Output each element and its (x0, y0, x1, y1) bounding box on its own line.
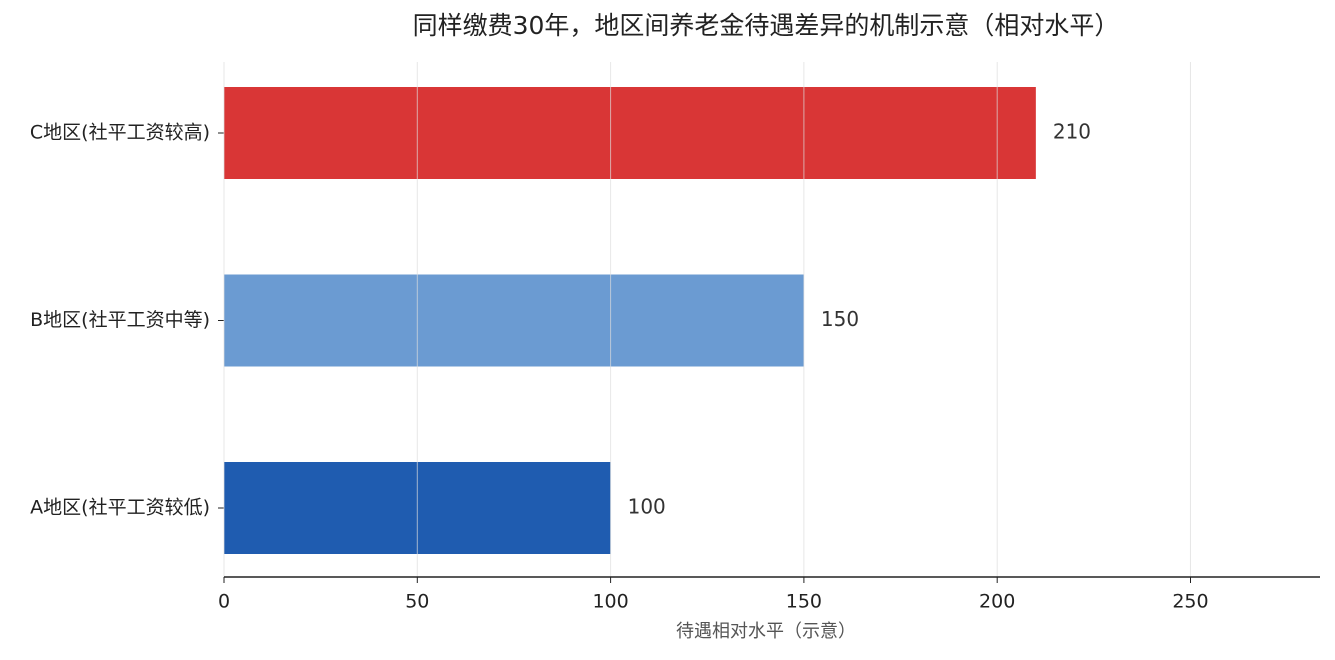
chart-title: 同样缴费30年，地区间养老金待遇差异的机制示意（相对水平） (413, 11, 1120, 40)
y-tick-label: C地区(社平工资较高) (30, 122, 210, 144)
x-axis-label: 待遇相对水平（示意） (676, 621, 856, 642)
value-label: 150 (821, 307, 859, 331)
y-tick-label: B地区(社平工资中等) (30, 309, 210, 331)
bar (224, 274, 804, 367)
x-tick-label: 50 (405, 591, 429, 613)
x-tick-label: 250 (1172, 591, 1208, 613)
x-tick-label: 150 (786, 591, 822, 613)
bar (224, 87, 1036, 179)
y-tick-label: A地区(社平工资较低) (30, 497, 210, 519)
value-label: 100 (628, 495, 666, 519)
value-label: 210 (1053, 120, 1091, 144)
x-tick-label: 100 (592, 591, 628, 613)
x-tick-label: 200 (979, 591, 1015, 613)
x-tick-label: 0 (218, 591, 230, 613)
